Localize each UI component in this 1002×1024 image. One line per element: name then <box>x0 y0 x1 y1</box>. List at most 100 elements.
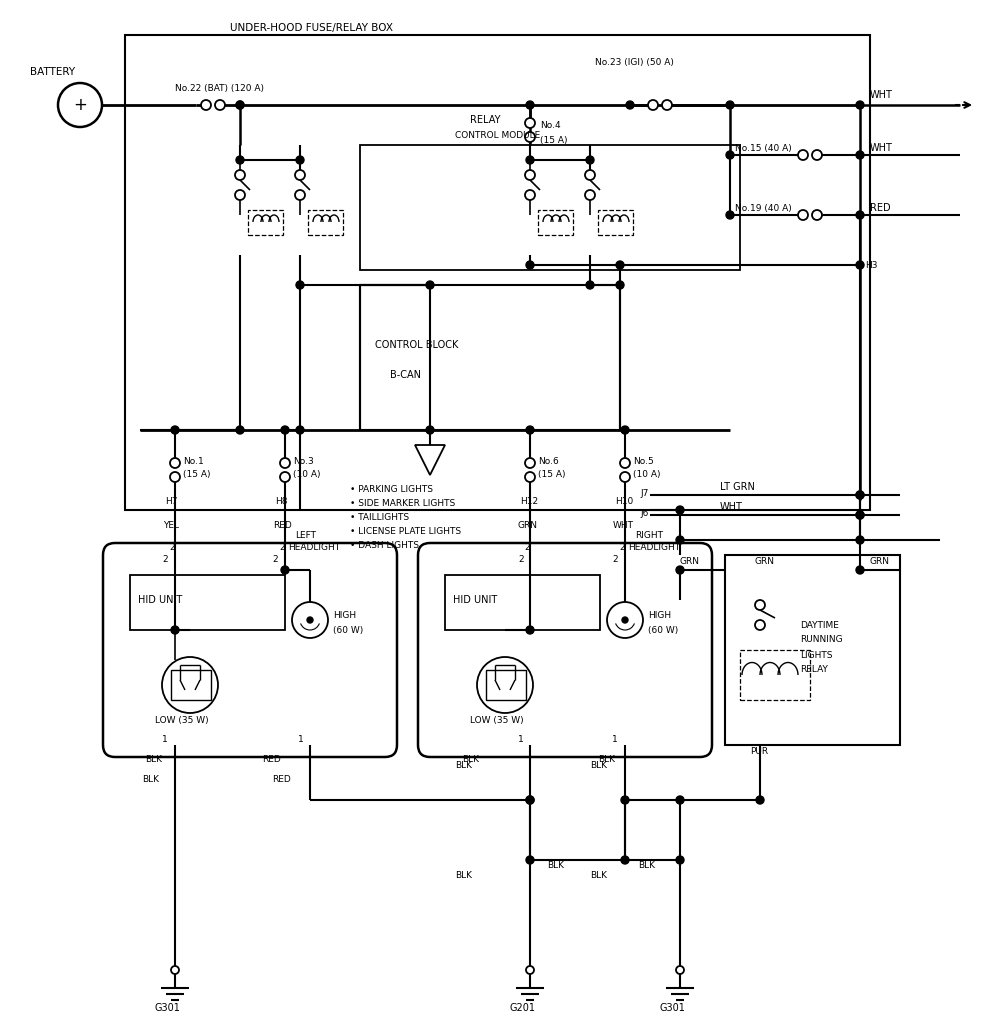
Circle shape <box>236 426 244 434</box>
Text: (10 A): (10 A) <box>633 470 660 479</box>
Circle shape <box>525 170 535 180</box>
Text: No.4: No.4 <box>540 121 561 129</box>
Text: DAYTIME: DAYTIME <box>800 621 839 630</box>
Text: No.15 (40 A): No.15 (40 A) <box>735 143 792 153</box>
Bar <box>445 575 600 630</box>
Text: WHT: WHT <box>870 143 893 153</box>
Text: HEADLIGHT: HEADLIGHT <box>628 544 680 553</box>
Text: GRN: GRN <box>755 557 775 566</box>
Text: • TAILLIGHTS: • TAILLIGHTS <box>350 513 409 522</box>
Circle shape <box>798 210 808 220</box>
Circle shape <box>201 100 211 110</box>
Text: 1: 1 <box>518 735 524 744</box>
Circle shape <box>281 426 289 434</box>
Bar <box>125 35 870 510</box>
Polygon shape <box>415 445 445 475</box>
Circle shape <box>726 101 734 109</box>
Text: (15 A): (15 A) <box>183 470 210 479</box>
Circle shape <box>526 101 534 109</box>
Circle shape <box>296 156 304 164</box>
Text: BLK: BLK <box>590 870 607 880</box>
Text: GRN: GRN <box>680 557 700 566</box>
Circle shape <box>426 426 434 434</box>
Circle shape <box>525 190 535 200</box>
Circle shape <box>526 796 534 804</box>
Circle shape <box>812 210 822 220</box>
Circle shape <box>676 796 684 804</box>
Text: RUNNING: RUNNING <box>800 636 843 644</box>
Text: • PARKING LIGHTS: • PARKING LIGHTS <box>350 485 433 495</box>
Circle shape <box>526 856 534 864</box>
Circle shape <box>856 536 864 544</box>
Text: (15 A): (15 A) <box>538 470 565 479</box>
Text: BLK: BLK <box>547 860 564 869</box>
Circle shape <box>235 170 245 180</box>
Text: No.23 (IGI) (50 A): No.23 (IGI) (50 A) <box>595 57 674 67</box>
Circle shape <box>171 966 179 974</box>
Bar <box>360 145 740 270</box>
Text: 2: 2 <box>279 544 285 553</box>
Bar <box>486 670 526 700</box>
Text: LT GRN: LT GRN <box>720 482 755 492</box>
Text: (10 A): (10 A) <box>293 470 321 479</box>
Text: G201: G201 <box>510 1002 536 1013</box>
Circle shape <box>526 966 534 974</box>
Text: No.6: No.6 <box>538 458 559 467</box>
Text: RED: RED <box>273 520 292 529</box>
Circle shape <box>662 100 672 110</box>
Bar <box>740 650 810 700</box>
Circle shape <box>856 261 864 269</box>
Text: HID UNIT: HID UNIT <box>138 595 182 605</box>
Circle shape <box>296 426 304 434</box>
Bar <box>360 285 620 430</box>
Text: BLK: BLK <box>598 756 615 765</box>
Circle shape <box>281 566 289 574</box>
Circle shape <box>621 856 629 864</box>
Circle shape <box>856 511 864 519</box>
Circle shape <box>755 620 765 630</box>
Text: RED: RED <box>262 756 281 765</box>
Text: 1: 1 <box>612 735 618 744</box>
Text: No.1: No.1 <box>183 458 203 467</box>
Text: HEADLIGHT: HEADLIGHT <box>288 544 340 553</box>
Circle shape <box>280 458 290 468</box>
Text: J6: J6 <box>640 509 648 517</box>
Circle shape <box>726 151 734 159</box>
Text: H8: H8 <box>275 498 288 507</box>
Text: LIGHTS: LIGHTS <box>800 650 833 659</box>
Circle shape <box>236 101 244 109</box>
Text: HIGH: HIGH <box>333 610 356 620</box>
Text: 1: 1 <box>162 735 167 744</box>
Text: H3: H3 <box>865 260 878 269</box>
Text: • LICENSE PLATE LIGHTS: • LICENSE PLATE LIGHTS <box>350 527 461 537</box>
Text: RED: RED <box>870 203 891 213</box>
Text: (60 W): (60 W) <box>648 626 678 635</box>
Text: BLK: BLK <box>638 860 655 869</box>
Text: BLK: BLK <box>455 870 472 880</box>
Text: PUR: PUR <box>750 748 769 757</box>
Text: BLK: BLK <box>145 756 162 765</box>
Circle shape <box>280 472 290 482</box>
Bar <box>171 670 211 700</box>
Bar <box>598 210 633 234</box>
Text: H12: H12 <box>520 498 538 507</box>
Text: (60 W): (60 W) <box>333 626 364 635</box>
Text: CONTROL MODULE: CONTROL MODULE <box>455 130 540 139</box>
Circle shape <box>676 566 684 574</box>
Circle shape <box>620 458 630 468</box>
Text: G301: G301 <box>660 1002 686 1013</box>
Circle shape <box>295 170 305 180</box>
Text: GRN: GRN <box>518 520 538 529</box>
Text: LEFT: LEFT <box>295 530 316 540</box>
Text: UNDER-HOOD FUSE/RELAY BOX: UNDER-HOOD FUSE/RELAY BOX <box>230 23 393 33</box>
Circle shape <box>170 472 180 482</box>
Circle shape <box>616 281 624 289</box>
Bar <box>725 555 900 745</box>
Circle shape <box>856 490 864 499</box>
Circle shape <box>856 511 864 519</box>
Text: RED: RED <box>272 775 291 784</box>
Text: No.5: No.5 <box>633 458 653 467</box>
Text: 2: 2 <box>619 544 624 553</box>
Circle shape <box>726 211 734 219</box>
Circle shape <box>798 150 808 160</box>
